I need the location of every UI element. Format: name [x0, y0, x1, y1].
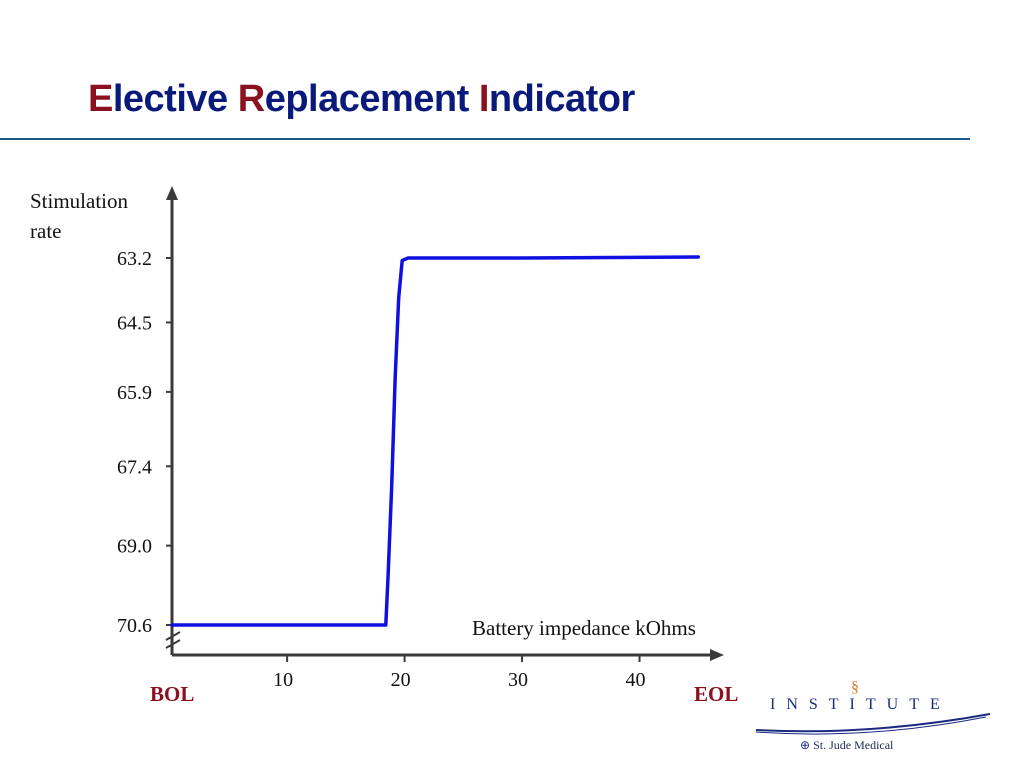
- y-axis-break: [165, 631, 181, 649]
- y-axis-label: Stimulation rate: [30, 189, 129, 243]
- y-tick-label: 65.9: [117, 382, 152, 404]
- y-tick-label: 63.2: [117, 248, 152, 270]
- title-word-1: Elective: [88, 78, 238, 120]
- x-tick-label: 40: [626, 669, 646, 691]
- institute-logo: § INSTITUTE ⊕ St. Jude Medical: [748, 676, 998, 758]
- company-name: ⊕ St. Jude Medical: [800, 738, 893, 753]
- logo-wordmark: INSTITUTE: [770, 696, 951, 713]
- y-axis-arrow: [166, 186, 178, 200]
- y-tick-label: 70.6: [117, 615, 152, 637]
- slide-title: Elective Replacement Indicator: [88, 78, 635, 121]
- title-divider: [0, 138, 970, 140]
- eol-label: EOL: [694, 682, 739, 706]
- series-line: [170, 255, 701, 627]
- x-axis-arrow: [710, 649, 724, 661]
- title-word-2: Replacement: [237, 78, 479, 120]
- x-tick-label: 10: [273, 669, 293, 691]
- y-tick-label: 67.4: [117, 456, 152, 478]
- swoosh-icon: [755, 713, 991, 735]
- globe-icon: ⊕: [800, 738, 811, 752]
- x-tick-label: 20: [391, 669, 411, 691]
- x-axis-label: Battery impedance kOhms: [472, 616, 696, 640]
- title-word-3: Indicator: [478, 78, 635, 120]
- company-name-text: St. Jude Medical: [813, 738, 894, 752]
- bol-label: BOL: [150, 682, 195, 706]
- x-tick-label: 30: [508, 669, 528, 691]
- y-tick-label: 69.0: [117, 536, 152, 558]
- y-tick-label: 64.5: [117, 312, 152, 334]
- flame-icon: §: [851, 679, 859, 696]
